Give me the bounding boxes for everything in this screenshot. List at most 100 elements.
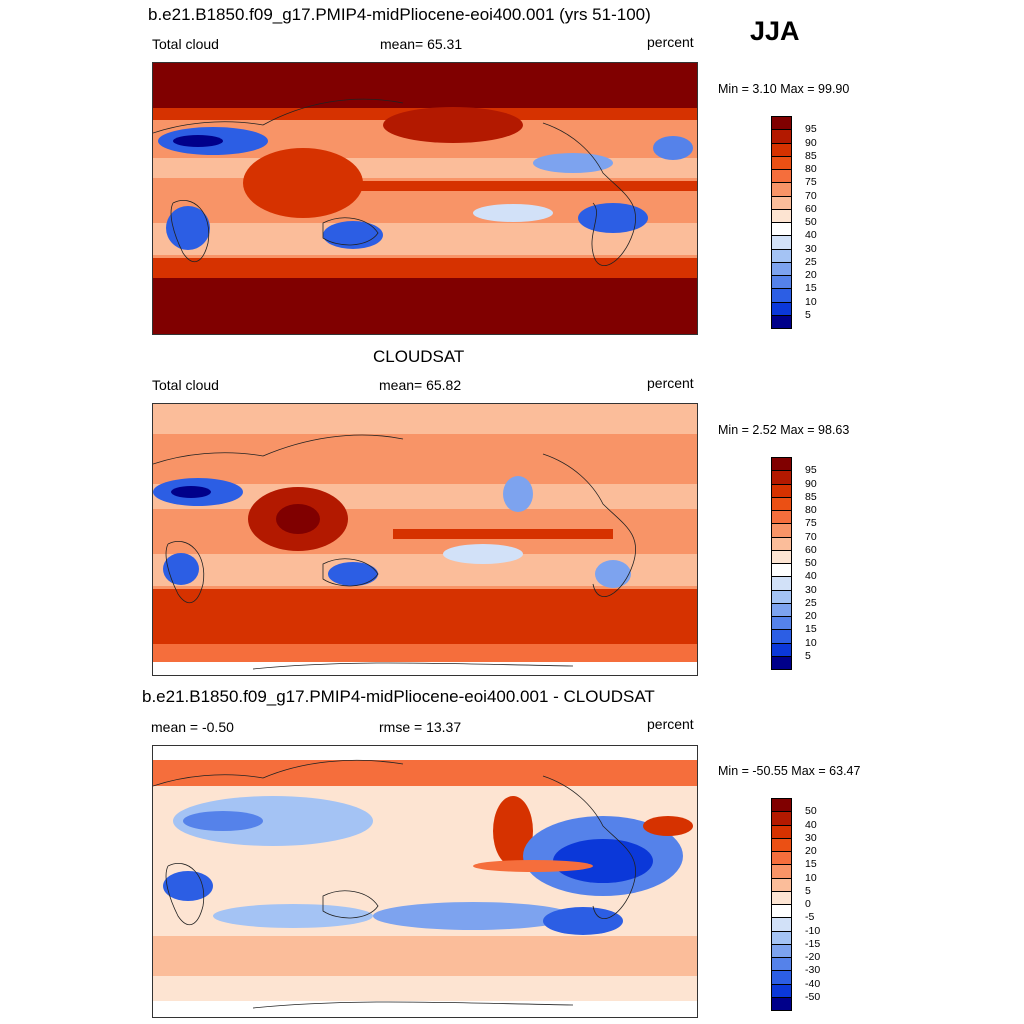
colorbar-label: 85 <box>805 149 817 162</box>
colorbar-label: -40 <box>805 977 821 990</box>
panel-2-colorbar: 95 90 85 80 75 70 60 50 40 30 25 20 15 10 5 <box>771 457 817 670</box>
colorbar-label: 15 <box>805 282 817 295</box>
colorbar-box <box>771 261 792 276</box>
colorbar-label: 30 <box>805 242 817 255</box>
colorbar-box <box>771 275 792 290</box>
colorbar-label: 0 <box>805 898 811 910</box>
colorbar-label: 15 <box>805 858 817 871</box>
colorbar-box <box>771 208 792 223</box>
colorbar-box <box>771 851 792 866</box>
colorbar-label: 80 <box>805 163 817 175</box>
season-label: JJA <box>750 16 800 46</box>
colorbar-box <box>771 155 792 170</box>
panel-2-title: CLOUDSAT <box>373 347 465 366</box>
colorbar-label: 30 <box>805 583 817 596</box>
colorbar-box <box>771 496 792 511</box>
colorbar-label: 95 <box>805 123 817 136</box>
colorbar-label: 90 <box>805 136 817 149</box>
colorbar-label: -20 <box>805 951 821 963</box>
colorbar-label: 80 <box>805 504 817 516</box>
colorbar-box <box>771 314 792 329</box>
colorbar-box <box>771 222 792 237</box>
colorbar-box <box>771 195 792 210</box>
panel-3-rmse-label: rmse = 13.37 <box>379 719 462 735</box>
panel-2-min-max: Min = 2.52 Max = 98.63 <box>718 423 850 437</box>
colorbar-box <box>771 457 792 472</box>
colorbar-box <box>771 930 792 945</box>
colorbar-box <box>771 248 792 263</box>
panel-3-title: b.e21.B1850.f09_g17.PMIP4-midPliocene-eo… <box>142 687 655 706</box>
colorbar-box <box>771 589 792 604</box>
panel-1-map <box>152 62 698 335</box>
colorbar-box <box>771 142 792 157</box>
colorbar-box <box>771 943 792 958</box>
colorbar-box <box>771 602 792 617</box>
colorbar-label: 10 <box>805 295 817 308</box>
panel-3-mean-label: mean = -0.50 <box>151 719 234 735</box>
colorbar-box <box>771 655 792 670</box>
colorbar-box <box>771 996 792 1011</box>
panel-2-units-label: percent <box>647 375 694 391</box>
colorbar-box <box>771 182 792 197</box>
colorbar-box <box>771 642 792 657</box>
colorbar-label: 75 <box>805 176 817 189</box>
colorbar-box <box>771 983 792 998</box>
colorbar-box <box>771 917 792 932</box>
colorbar-box <box>771 129 792 144</box>
colorbar-box <box>771 235 792 250</box>
panel-2-map <box>152 403 698 676</box>
colorbar-box <box>771 288 792 303</box>
colorbar-box <box>771 576 792 591</box>
colorbar-label: 10 <box>805 636 817 649</box>
colorbar-label: 15 <box>805 623 817 636</box>
colorbar-label: 85 <box>805 490 817 503</box>
colorbar-box <box>771 890 792 905</box>
colorbar-box <box>771 811 792 826</box>
panel-3-map <box>152 745 698 1018</box>
colorbar-box <box>771 116 792 131</box>
colorbar-label: 60 <box>805 202 817 215</box>
colorbar-label: 40 <box>805 229 817 242</box>
colorbar-label: 90 <box>805 477 817 490</box>
colorbar-box <box>771 864 792 879</box>
colorbar-label: 5 <box>805 649 811 662</box>
colorbar-label: 50 <box>805 805 817 818</box>
colorbar-label: 60 <box>805 543 817 556</box>
colorbar-box <box>771 824 792 839</box>
colorbar-box <box>771 616 792 631</box>
colorbar-label: 30 <box>805 831 817 844</box>
panel-2-variable-label: Total cloud <box>152 377 219 393</box>
colorbar-box <box>771 970 792 985</box>
panel-3-units-label: percent <box>647 716 694 732</box>
colorbar-label: -50 <box>805 990 821 1003</box>
panel-1-min-max: Min = 3.10 Max = 99.90 <box>718 82 850 96</box>
colorbar-label: 50 <box>805 557 817 569</box>
colorbar-label: -15 <box>805 937 821 950</box>
colorbar-box <box>771 957 792 972</box>
colorbar-box <box>771 904 792 919</box>
panel-1-units-label: percent <box>647 34 694 50</box>
colorbar-label: 95 <box>805 464 817 477</box>
colorbar-label: 5 <box>805 884 811 897</box>
panel-2-mean-label: mean= 65.82 <box>379 377 462 393</box>
colorbar-box <box>771 169 792 184</box>
colorbar-label: 20 <box>805 610 817 622</box>
colorbar-label: 70 <box>805 530 817 543</box>
colorbar-label: 10 <box>805 871 817 884</box>
colorbar-label: 70 <box>805 189 817 202</box>
colorbar-label: 40 <box>805 570 817 583</box>
colorbar-box <box>771 523 792 538</box>
colorbar-box <box>771 470 792 485</box>
colorbar-label: -10 <box>805 924 821 937</box>
colorbar-label: 20 <box>805 269 817 281</box>
colorbar-box <box>771 536 792 551</box>
colorbar-box <box>771 483 792 498</box>
colorbar-box <box>771 837 792 852</box>
colorbar-box <box>771 629 792 644</box>
colorbar-label: 20 <box>805 845 817 857</box>
colorbar-box <box>771 301 792 316</box>
colorbar-label: -30 <box>805 964 821 977</box>
colorbar-box <box>771 563 792 578</box>
panel-1-mean-label: mean= 65.31 <box>380 36 463 52</box>
panel-1-colorbar: 95 90 85 80 75 70 60 50 40 30 25 20 15 10 5 <box>771 116 817 329</box>
